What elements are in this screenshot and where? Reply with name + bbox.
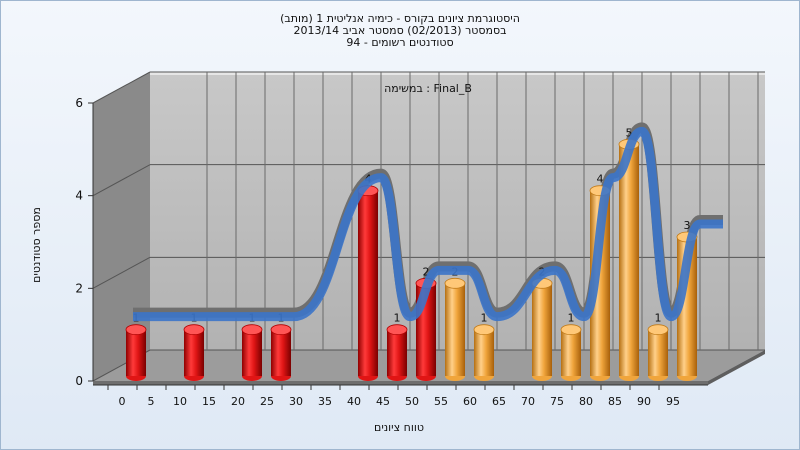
y-tick-label: 4 (75, 189, 83, 203)
bar-value-label: 4 (597, 173, 604, 186)
bar-90: 1 (647, 312, 669, 381)
bar-value-label: 5 (626, 126, 633, 139)
grid-line-side (92, 164, 151, 197)
bar-body (648, 329, 668, 376)
x-tick-label: 40 (347, 395, 361, 408)
x-tick-label: 85 (608, 395, 622, 408)
grid-line-side (92, 256, 151, 289)
x-tick-label: 75 (550, 395, 564, 408)
bar-top (560, 324, 582, 336)
chart-title-line-1: היסטוגרמת ציונים בקורס - כימיה אנליטית 1… (280, 12, 520, 25)
bar-top (647, 324, 669, 336)
x-tick-label: 0 (119, 395, 126, 408)
bar-body (242, 329, 262, 376)
x-tick-label: 35 (318, 395, 332, 408)
bar-body (358, 190, 378, 376)
bar-top (473, 324, 495, 336)
bar-top (125, 324, 147, 336)
bar-top (444, 277, 466, 289)
chart-title-line-3: סטודנטים רשומים - 94 (346, 36, 454, 49)
x-tick-label: 30 (289, 395, 303, 408)
bar-body (184, 329, 204, 376)
bar-10: 1 (183, 312, 205, 381)
trend-ribbon (133, 126, 723, 322)
x-tick-label: 25 (260, 395, 274, 408)
x-tick-label: 95 (666, 395, 680, 408)
x-tick-label: 50 (405, 395, 419, 408)
x-tick-label: 10 (173, 395, 187, 408)
grid-line-side (92, 71, 151, 104)
bar-60: 1 (473, 312, 495, 381)
back-wall-top-edge (150, 72, 765, 75)
bar-40: 4 (357, 173, 379, 381)
x-tick-label: 45 (376, 395, 390, 408)
bar-75: 1 (560, 312, 582, 381)
bar-value-label: 1 (481, 312, 488, 325)
x-tick-label: 55 (434, 395, 448, 408)
chart-title-line-2: בסמסטר (02/2013) סמסטר אביב 2013/14 (293, 24, 507, 37)
x-tick-label: 60 (463, 395, 477, 408)
bar-45: 1 (386, 312, 408, 381)
bar-body (126, 329, 146, 376)
inner-task-label: במשימה : Final_B (384, 82, 472, 95)
y-tick-label: 0 (75, 374, 83, 388)
x-axis-label: טווח ציונים (374, 421, 424, 434)
bar-value-label: 1 (394, 312, 401, 325)
x-tick-label: 5 (148, 395, 155, 408)
side-wall-right-edge (708, 350, 765, 385)
bar-body (474, 329, 494, 376)
bar-top (270, 324, 292, 336)
bar-top (241, 324, 263, 336)
side-wall (93, 72, 150, 381)
bar-value-label: 1 (568, 312, 575, 325)
bar-value-label: 3 (684, 219, 691, 232)
bar-value-label: 2 (423, 265, 430, 278)
y-tick-label: 2 (75, 281, 83, 295)
bar-body (619, 144, 639, 376)
bar-body (590, 190, 610, 376)
bar-body (445, 283, 465, 376)
x-tick-label: 65 (492, 395, 506, 408)
bar-value-label: 1 (655, 312, 662, 325)
floor-front-edge (93, 381, 708, 385)
bar-body (532, 283, 552, 376)
back-wall (150, 72, 765, 350)
bar-top (386, 324, 408, 336)
y-tick-label: 6 (75, 96, 83, 110)
x-tick-label: 70 (521, 395, 535, 408)
x-tick-label: 90 (637, 395, 651, 408)
bar-top (183, 324, 205, 336)
x-tick-label: 80 (579, 395, 593, 408)
y-axis-label: מספר סטודנטים (30, 207, 43, 283)
bar-body (271, 329, 291, 376)
bar-55: 2 (444, 265, 466, 381)
x-tick-label: 15 (202, 395, 216, 408)
bar-body (561, 329, 581, 376)
x-tick-label: 20 (231, 395, 245, 408)
bar-body (387, 329, 407, 376)
